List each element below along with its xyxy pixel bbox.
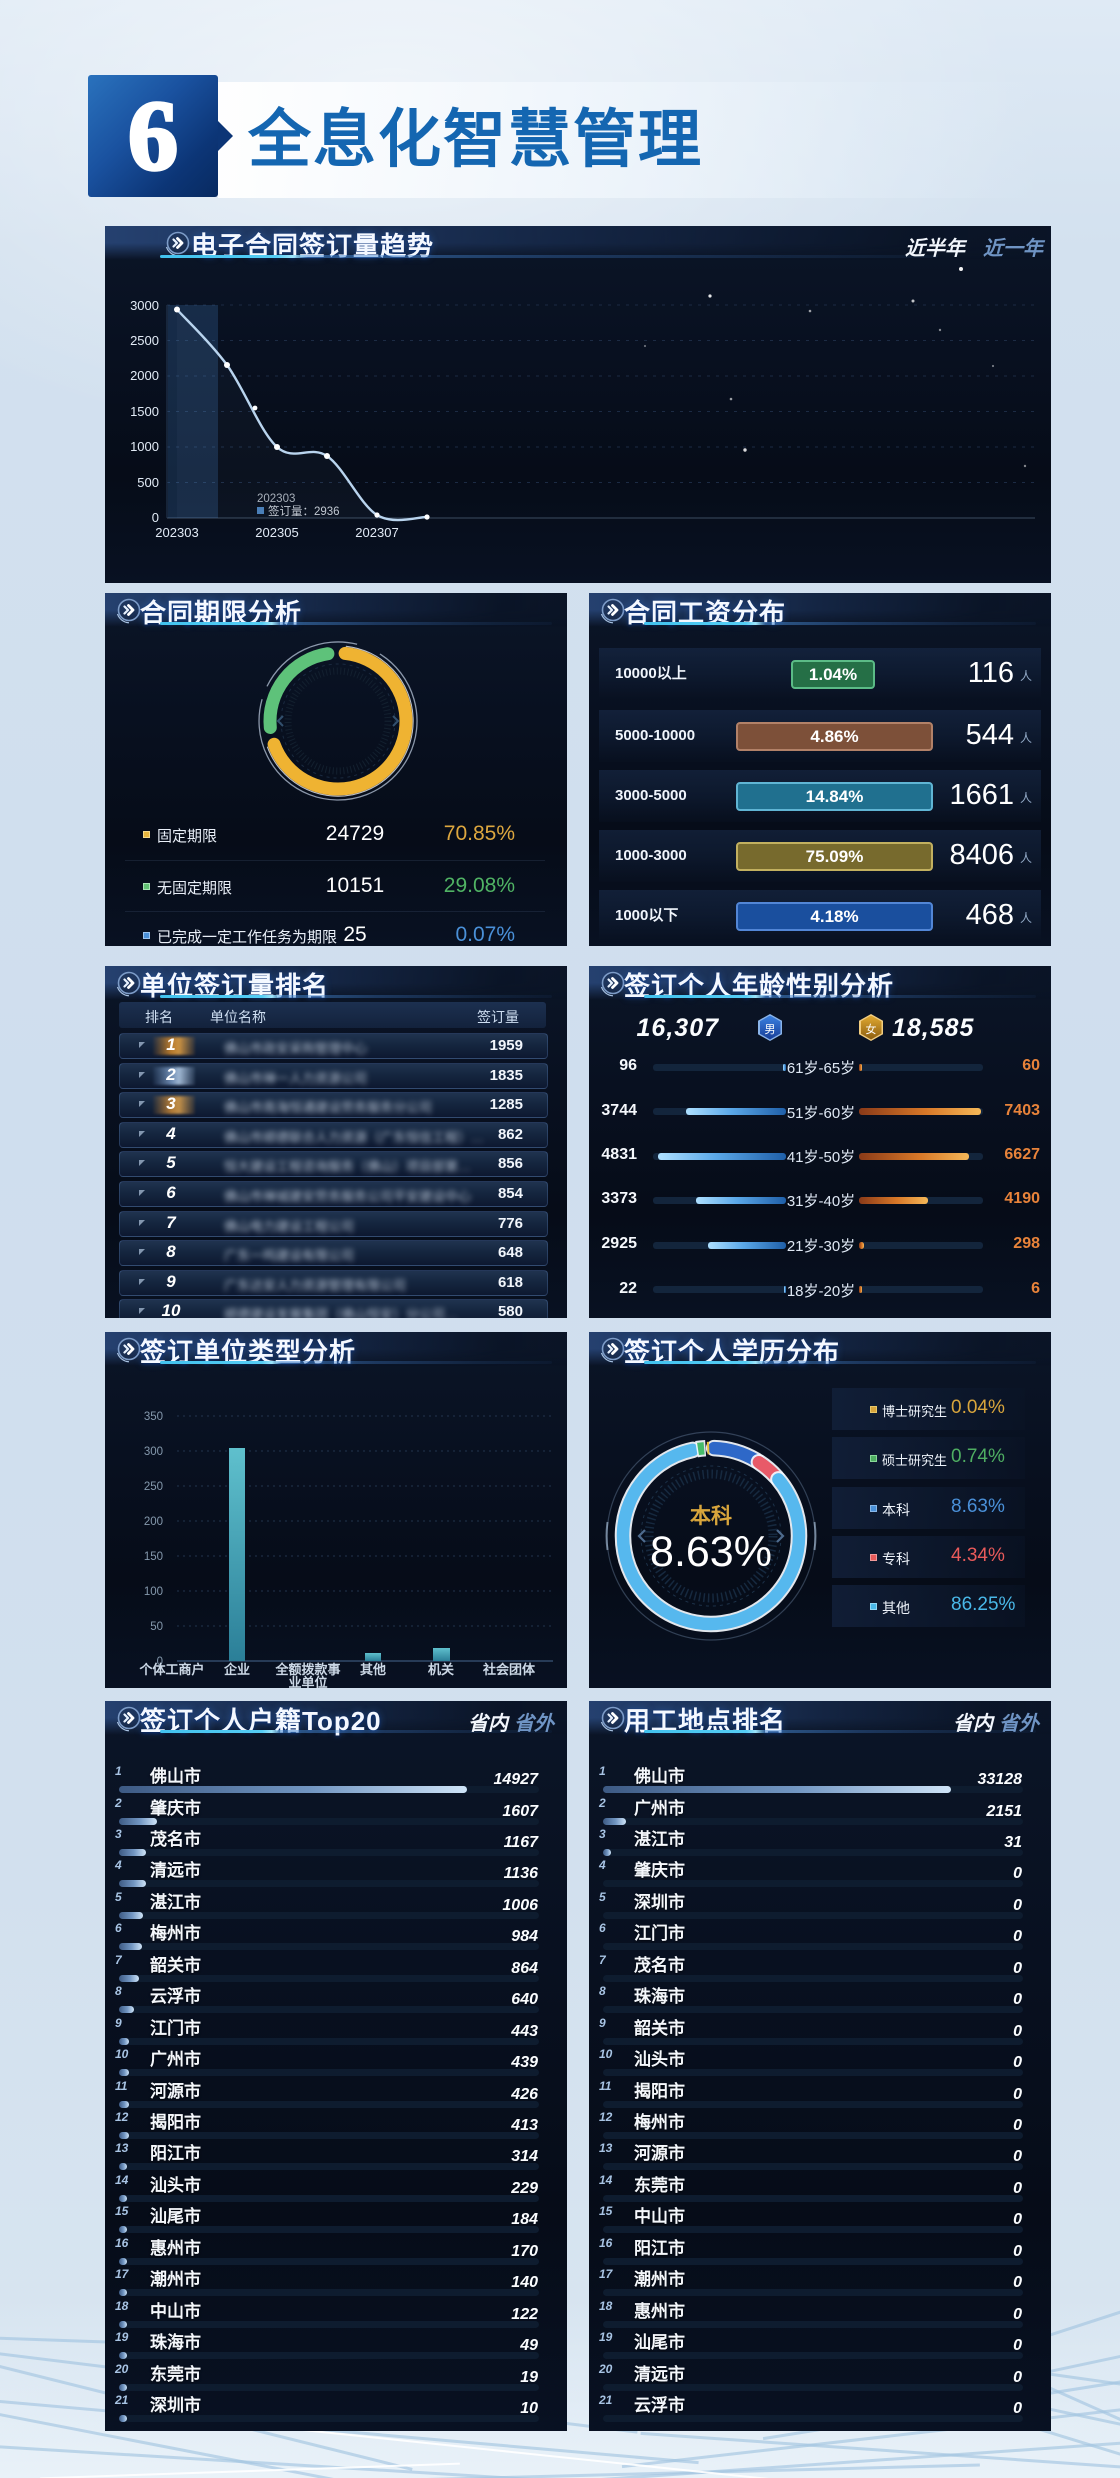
svg-text:0: 0	[152, 510, 159, 525]
svg-text:1500: 1500	[130, 404, 159, 419]
svg-text:200: 200	[144, 1516, 163, 1528]
svg-text:机关: 机关	[428, 1662, 454, 1677]
svg-text:300: 300	[144, 1446, 163, 1458]
svg-text:202303: 202303	[257, 493, 295, 505]
svg-text:本科: 本科	[690, 1504, 732, 1528]
svg-text:8.63%: 8.63%	[650, 1528, 772, 1576]
svg-text:其他: 其他	[360, 1662, 386, 1677]
svg-text:1000: 1000	[130, 439, 159, 454]
svg-text:202303: 202303	[155, 525, 198, 540]
svg-text:业单位: 业单位	[288, 1675, 327, 1688]
svg-text:202307: 202307	[355, 525, 398, 540]
svg-text:2500: 2500	[130, 333, 159, 348]
svg-text:202305: 202305	[255, 525, 298, 540]
svg-text:500: 500	[137, 475, 159, 490]
svg-text:全额拨款事: 全额拨款事	[274, 1662, 340, 1677]
svg-text:350: 350	[144, 1411, 163, 1423]
svg-text:社会团体: 社会团体	[482, 1662, 536, 1677]
svg-text:企业: 企业	[223, 1662, 250, 1677]
svg-text:签订量：2936: 签订量：2936	[268, 504, 340, 518]
svg-text:个体工商户: 个体工商户	[138, 1662, 204, 1677]
svg-text:100: 100	[144, 1586, 163, 1598]
svg-text:250: 250	[144, 1481, 163, 1493]
svg-text:0: 0	[157, 1656, 163, 1668]
svg-text:50: 50	[150, 1621, 163, 1633]
svg-text:3000: 3000	[130, 298, 159, 313]
svg-text:2000: 2000	[130, 368, 159, 383]
svg-text:150: 150	[144, 1551, 163, 1563]
